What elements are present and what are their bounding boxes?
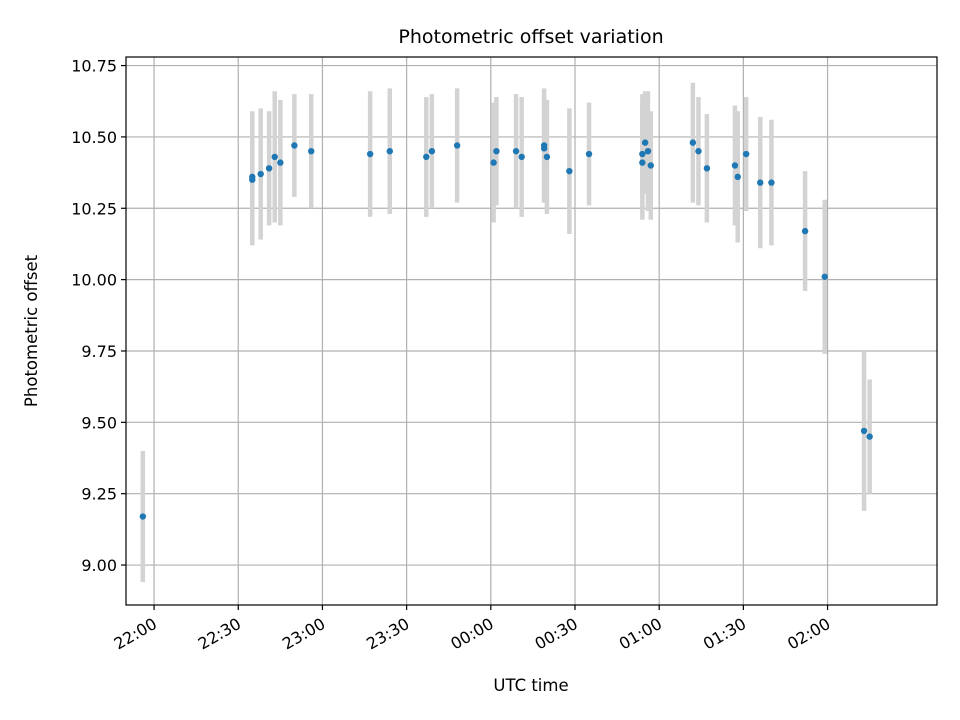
x-tick-label: 00:00 [447, 614, 496, 654]
data-point [265, 165, 273, 172]
data-point [734, 173, 741, 181]
data-point [257, 170, 264, 178]
data-point [139, 513, 147, 520]
data-point [644, 147, 652, 155]
x-axis: 22:00 22:30 23:00 23:30 00:00 00:30 01:00 01:30… [111, 605, 834, 654]
data-point [566, 167, 573, 175]
data-point [366, 150, 374, 158]
y-tick-label: 10.00 [71, 271, 117, 290]
data-point [821, 273, 828, 280]
x-tick-label: 23:30 [363, 614, 412, 654]
y-axis: 9.00 9.25 9.50 9.75 10.00 10.25 10.50 10.75 [71, 57, 126, 575]
y-axis-label: Photometric offset [22, 254, 41, 407]
x-tick-label: 01:30 [700, 614, 749, 654]
data-point [453, 142, 461, 149]
data-point [695, 147, 702, 155]
data-points [139, 139, 873, 520]
grid [126, 57, 937, 605]
data-point [308, 147, 315, 155]
y-tick-label: 9.75 [81, 342, 117, 361]
data-point [428, 147, 436, 155]
plot-frame [125, 56, 938, 606]
x-tick-label: 22:30 [195, 614, 244, 654]
data-point [490, 159, 497, 166]
data-point [271, 153, 278, 161]
y-tick-label: 10.75 [71, 57, 117, 76]
data-point [689, 139, 697, 146]
data-point [801, 227, 809, 235]
data-point [540, 142, 548, 149]
data-point [639, 150, 646, 158]
x-tick-label: 01:00 [616, 614, 665, 654]
data-point [291, 142, 298, 149]
data-point [639, 159, 646, 166]
data-point [518, 153, 525, 161]
x-axis-label: UTC time [493, 676, 568, 695]
y-tick-label: 10.50 [71, 128, 117, 147]
data-point [703, 165, 711, 172]
error-bars [140, 82, 872, 583]
x-tick-label: 22:00 [111, 614, 160, 654]
data-point [866, 433, 873, 440]
x-tick-label: 23:00 [279, 614, 328, 654]
data-point [742, 150, 750, 158]
data-point [543, 153, 551, 161]
y-tick-label: 9.25 [81, 485, 117, 504]
data-point [249, 173, 256, 181]
y-tick-label: 9.50 [81, 413, 117, 432]
data-point [731, 162, 739, 169]
data-point [641, 139, 649, 146]
chart-title: Photometric offset variation [398, 26, 663, 48]
data-point [277, 159, 284, 166]
data-point [512, 147, 520, 155]
data-point [757, 179, 764, 186]
data-point [493, 147, 500, 155]
data-point [585, 150, 593, 158]
x-tick-label: 00:30 [532, 614, 581, 654]
data-point [423, 153, 430, 161]
data-point [386, 147, 393, 155]
x-tick-label: 02:00 [784, 614, 833, 654]
y-tick-label: 10.25 [71, 199, 117, 218]
data-point [647, 162, 654, 169]
data-point [768, 179, 775, 186]
data-point [860, 427, 868, 435]
y-tick-label: 9.00 [81, 556, 117, 575]
